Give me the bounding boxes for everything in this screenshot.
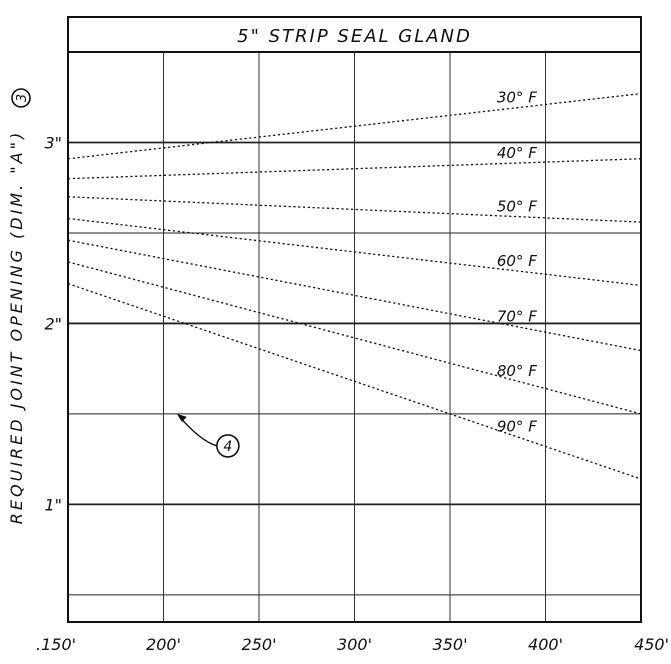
title-border bbox=[67, 16, 642, 53]
series-label: 50° F bbox=[497, 198, 537, 216]
chart-title: 5" STRIP SEAL GLAND bbox=[237, 26, 472, 47]
x-tick-label: 250' bbox=[242, 635, 277, 654]
series-line bbox=[67, 283, 642, 480]
series-label: 90° F bbox=[497, 418, 537, 436]
series-label: 40° F bbox=[497, 144, 537, 162]
x-tick-label: 200' bbox=[146, 635, 181, 654]
annotation-label: 4 bbox=[223, 439, 232, 455]
title-box: 5" STRIP SEAL GLAND bbox=[67, 16, 642, 53]
series-lines bbox=[67, 92, 642, 480]
series-line bbox=[67, 239, 642, 352]
x-tick-label: 350' bbox=[433, 635, 468, 654]
annotation-circle bbox=[216, 434, 240, 458]
grid bbox=[68, 52, 641, 622]
y-tick-label: 1" bbox=[44, 495, 62, 514]
series-label: 80° F bbox=[497, 362, 537, 380]
x-tick-label: .150' bbox=[36, 635, 76, 654]
series-label: 60° F bbox=[497, 252, 537, 270]
annotation-arrowhead bbox=[176, 413, 187, 422]
labels: 30° F 40° F 50° F 60° F 70° F 80° F 90° F .150'… bbox=[7, 88, 669, 654]
x-tick-label: 400' bbox=[528, 635, 563, 654]
x-tick-label: 450' bbox=[634, 635, 669, 654]
series-label: 30° F bbox=[497, 89, 537, 107]
series-line bbox=[67, 217, 642, 287]
y-label-note-marker: 3 bbox=[11, 88, 31, 108]
x-tick-label: 300' bbox=[337, 635, 372, 654]
note-number: 3 bbox=[15, 94, 30, 102]
series-line bbox=[67, 92, 642, 160]
annotation-leader bbox=[178, 415, 218, 447]
y-tick-label: 3" bbox=[44, 133, 62, 152]
note-circle bbox=[11, 88, 31, 108]
y-tick-label: 2" bbox=[44, 314, 62, 333]
series-label: 70° F bbox=[497, 308, 537, 326]
y-axis-label: REQUIRED JOINT OPENING (DIM. "A") bbox=[7, 130, 26, 524]
